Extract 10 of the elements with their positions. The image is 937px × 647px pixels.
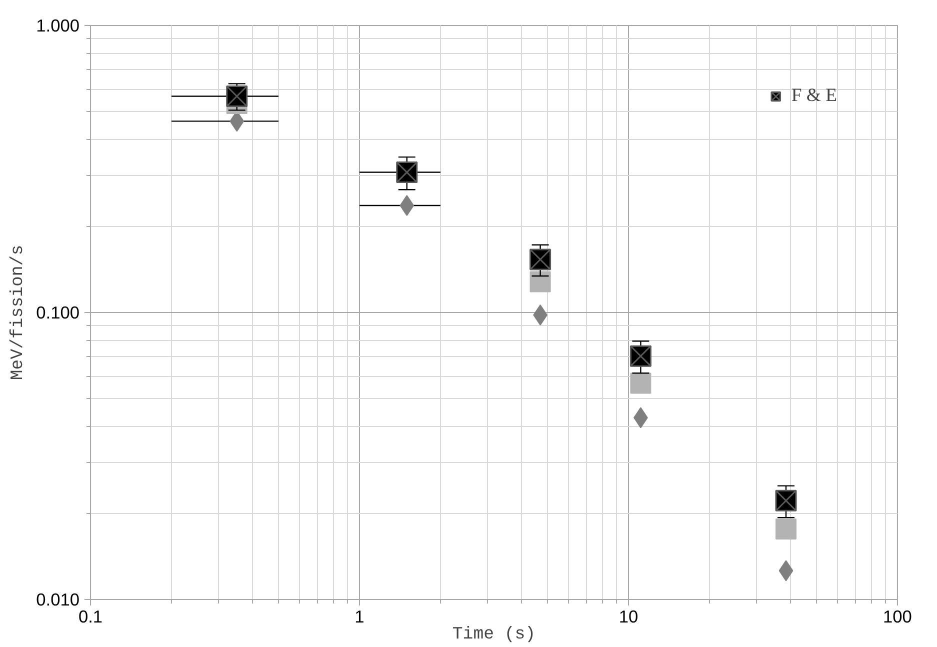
x-tick-label: 0.1 [78, 606, 103, 626]
x-tick-label: 100 [883, 606, 912, 626]
y-axis-title: MeV/fission/s [9, 244, 28, 380]
x-tick-label: 10 [618, 606, 638, 626]
y-tick-label: 0.010 [36, 590, 80, 610]
x-axis-title: Time (s) [452, 626, 536, 644]
y-tick-label: 0.100 [36, 302, 80, 322]
legend-label: F & E [791, 85, 837, 107]
x-tick-label: 1 [354, 606, 364, 626]
y-tick-label: 1.000 [36, 16, 80, 36]
